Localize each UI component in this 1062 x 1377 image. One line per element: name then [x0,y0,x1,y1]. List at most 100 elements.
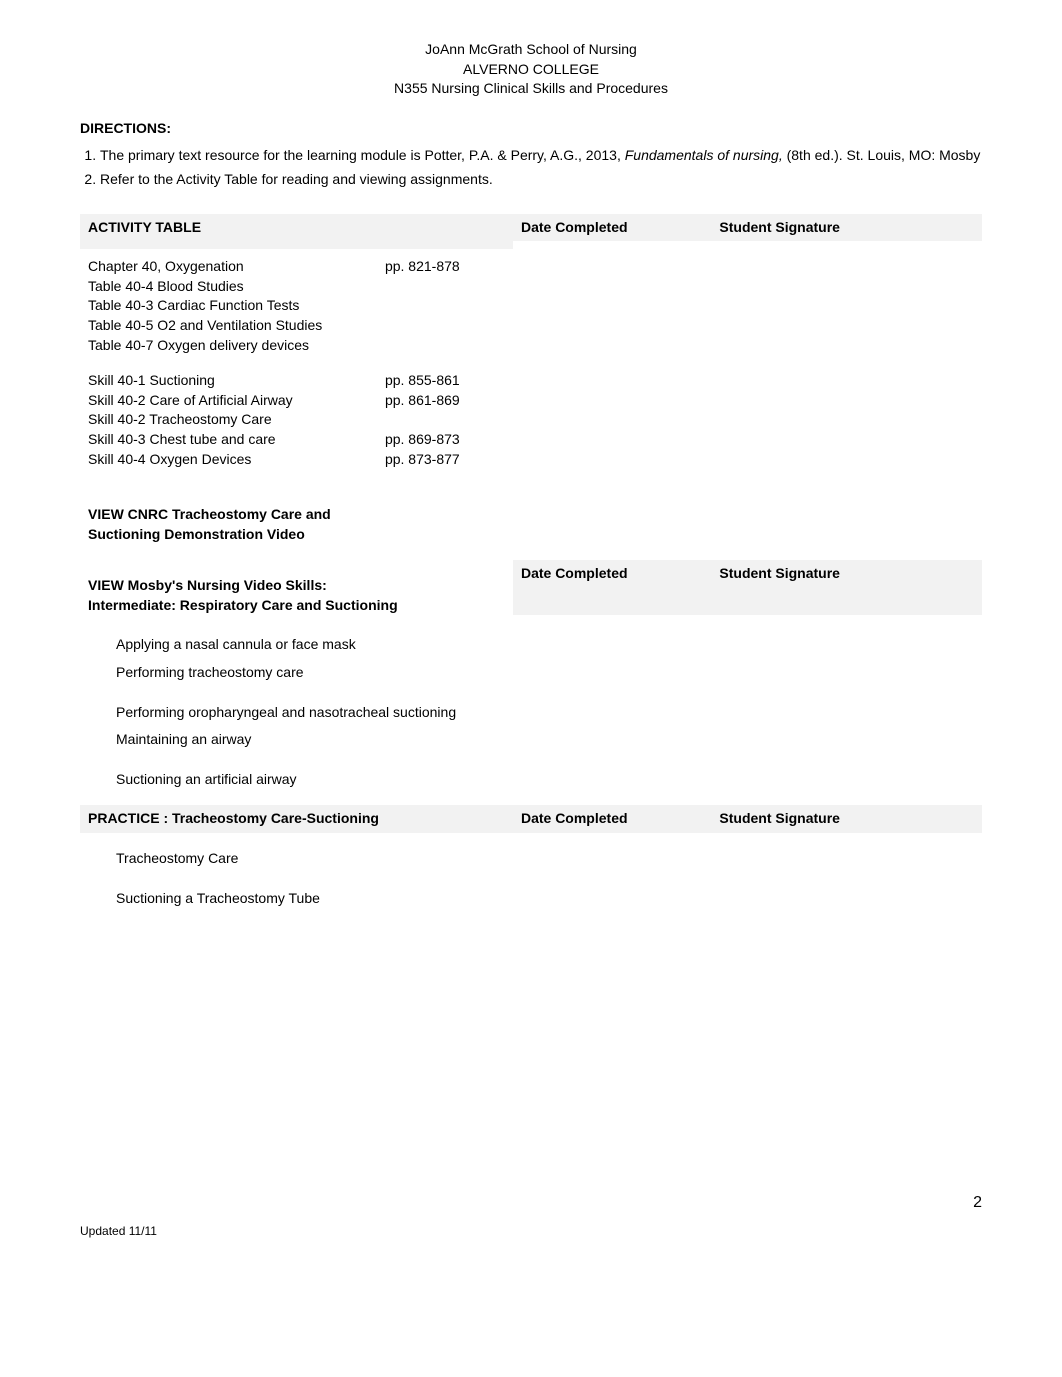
page-number: 2 [80,1192,982,1214]
chapter-block: Chapter 40, Oxygenation pp. 821-878 Tabl… [80,249,513,363]
directions-title: DIRECTIONS: [80,119,982,139]
mosby-item-3-sig [711,699,982,727]
skills-block: Skill 40-1 Suctioning pp. 855-861 Skill … [80,363,513,477]
mosby-item-1-date [513,631,711,659]
mosby-item-3-row: Performing oropharyngeal and nasotrachea… [80,699,982,727]
col-header-date-3: Date Completed [513,805,711,833]
skills-date [513,363,711,477]
mosby-item-1: Applying a nasal cannula or face mask [80,631,513,659]
mosby-pad-date [513,615,711,631]
mosby-item-2: Performing tracheostomy care [80,659,513,687]
skill-2-label: Skill 40-2 Care of Artificial Airway [88,391,385,411]
practice-item-2: Suctioning a Tracheostomy Tube [80,885,513,913]
mosby-pad-sig [711,615,982,631]
mosby-item-1-sig [711,631,982,659]
spacer-2 [80,793,982,805]
skill-row-1: Skill 40-1 Suctioning pp. 855-861 [88,371,505,391]
activity-table: ACTIVITY TABLE Date Completed Student Si… [80,214,982,913]
directions-list: The primary text resource for the learni… [80,146,982,189]
chapter-sub-2: Table 40-3 Cardiac Function Tests [88,296,505,316]
col-header-sig-1: Student Signature [711,214,982,242]
skill-1-pages: pp. 855-861 [385,371,505,391]
chapter-pages: pp. 821-878 [385,257,505,277]
mosby-item-4-sig [711,726,982,754]
practice-item-1: Tracheostomy Care [80,845,513,873]
directions-item-1-italic: Fundamentals of nursing, [625,147,783,163]
skill-4-pages: pp. 869-873 [385,430,505,450]
mosby-item-4-date [513,726,711,754]
chapter-sig-cell [711,241,982,249]
header-line-3: N355 Nursing Clinical Skills and Procedu… [80,79,982,99]
skill-4-label: Skill 40-3 Chest tube and care [88,430,385,450]
skills-sig [711,363,982,477]
chapter-sub-3: Table 40-5 O2 and Ventilation Studies [88,316,505,336]
col-header-date-1: Date Completed [513,214,711,242]
chapter-block-row: Chapter 40, Oxygenation pp. 821-878 Tabl… [80,249,982,363]
skill-1-label: Skill 40-1 Suctioning [88,371,385,391]
practice-item-2-row: Suctioning a Tracheostomy Tube [80,885,982,913]
footer-updated: Updated 11/11 [80,1223,982,1240]
skill-2-pages: pp. 861-869 [385,391,505,411]
directions-item-2: Refer to the Activity Table for reading … [100,170,982,190]
directions-item-1: The primary text resource for the learni… [100,146,982,166]
practice-item-2-sig [711,885,982,913]
mosby-item-2-sig [711,659,982,687]
mosby-item-4-row: Maintaining an airway [80,726,982,754]
mosby-item-3-date [513,699,711,727]
spacer-1 [80,477,982,489]
practice-title: PRACTICE : Tracheostomy Care-Suctioning [80,805,513,833]
view-cnrc-date [513,489,711,560]
skill-5-pages: pp. 873-877 [385,450,505,470]
skill-row-5: Skill 40-4 Oxygen Devices pp. 873-877 [88,450,505,470]
mosby-item-4: Maintaining an airway [80,726,513,754]
header-line-2: ALVERNO COLLEGE [80,60,982,80]
mosby-item-5-sig [711,766,982,794]
practice-item-1-sig [711,845,982,873]
col-header-sig-2: Student Signature [711,560,982,615]
mosby-item-1-row: Applying a nasal cannula or face mask [80,631,982,659]
view-cnrc-sig [711,489,982,560]
practice-item-1-row: Tracheostomy Care [80,845,982,873]
view-mosby-line1: VIEW Mosby's Nursing Video Skills: [88,576,505,596]
skill-row-4: Skill 40-3 Chest tube and care pp. 869-8… [88,430,505,450]
chapter-date [513,249,711,363]
view-mosby-line2: Intermediate: Respiratory Care and Sucti… [88,596,505,616]
chapter-sig [711,249,982,363]
document-header: JoAnn McGrath School of Nursing ALVERNO … [80,40,982,99]
activity-table-header-row: ACTIVITY TABLE Date Completed Student Si… [80,214,982,242]
chapter-sub-1: Table 40-4 Blood Studies [88,277,505,297]
directions-item-2-prefix: Refer to the Activity Table for reading … [100,171,493,187]
mosby-spacer-2 [80,754,982,766]
mosby-item-5: Suctioning an artificial airway [80,766,513,794]
skill-row-2: Skill 40-2 Care of Artificial Airway pp.… [88,391,505,411]
mosby-item-5-date [513,766,711,794]
mosby-item-2-row: Performing tracheostomy care [80,659,982,687]
view-cnrc-line1: VIEW CNRC Tracheostomy Care and [88,505,505,525]
mosby-spacer-1 [80,687,982,699]
chapter-date-cell [513,241,711,249]
skill-3-pages [385,410,505,430]
col-header-date-2: Date Completed [513,560,711,615]
skill-5-label: Skill 40-4 Oxygen Devices [88,450,385,470]
view-mosby-header-row: VIEW Mosby's Nursing Video Skills: Inter… [80,560,982,615]
col-header-sig-3: Student Signature [711,805,982,833]
mosby-item-2-date [513,659,711,687]
directions-item-1-prefix: The primary text resource for the learni… [100,147,625,163]
view-cnrc-line2: Suctioning Demonstration Video [88,525,505,545]
skills-block-row: Skill 40-1 Suctioning pp. 855-861 Skill … [80,363,982,477]
view-mosby-heading: VIEW Mosby's Nursing Video Skills: Inter… [80,560,513,631]
mosby-item-5-row: Suctioning an artificial airway [80,766,982,794]
chapter-title-row: Chapter 40, Oxygenation pp. 821-878 [88,257,505,277]
mosby-item-3: Performing oropharyngeal and nasotrachea… [80,699,513,727]
practice-item-1-date [513,845,711,873]
practice-spacer-1 [80,873,982,885]
view-cnrc-row: VIEW CNRC Tracheostomy Care and Suctioni… [80,489,982,560]
chapter-sub-4: Table 40-7 Oxygen delivery devices [88,336,505,356]
view-cnrc-heading: VIEW CNRC Tracheostomy Care and Suctioni… [80,489,513,560]
practice-header-row: PRACTICE : Tracheostomy Care-Suctioning … [80,805,982,833]
directions-item-1-suffix: (8th ed.). St. Louis, MO: Mosby [783,147,981,163]
activity-table-title: ACTIVITY TABLE [80,214,513,250]
practice-item-2-date [513,885,711,913]
skill-row-3: Skill 40-2 Tracheostomy Care [88,410,505,430]
practice-spacer-0 [80,833,982,845]
